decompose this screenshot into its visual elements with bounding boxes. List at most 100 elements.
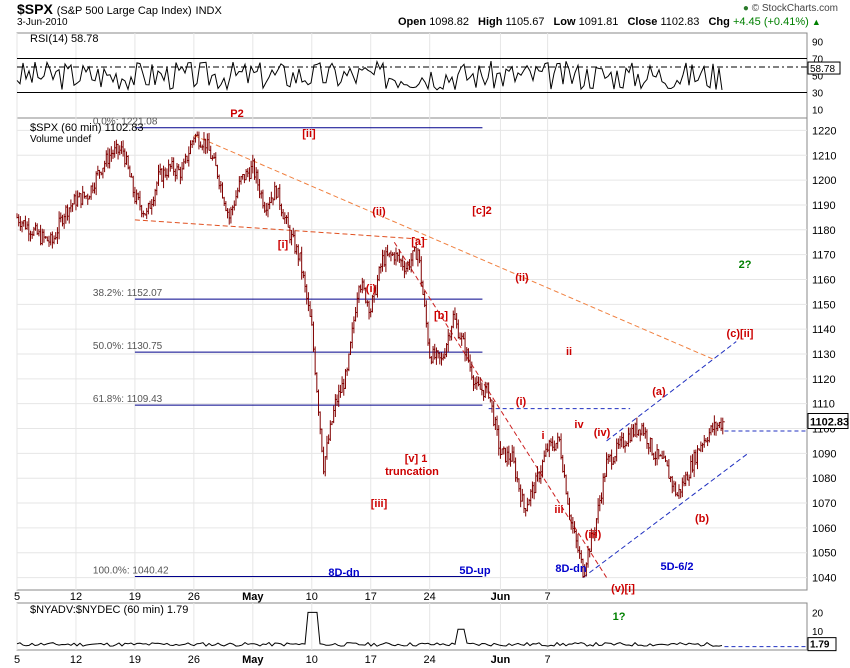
- channel-upper: [606, 341, 737, 442]
- y-tick-label: 1200: [812, 175, 836, 187]
- wave-label: truncation: [385, 466, 439, 478]
- low-value: 1091.81: [578, 16, 619, 28]
- wave-label: 5D-6/2: [660, 561, 693, 573]
- x-tick-label: 5: [14, 591, 20, 603]
- close-label: Close: [627, 16, 658, 28]
- y-tick-label: 1210: [812, 150, 836, 162]
- wave-label: [ii]: [302, 128, 316, 140]
- x-tick-label-lower: 7: [545, 654, 551, 666]
- wave-label: [a]: [411, 236, 425, 248]
- y-tick-label: 1170: [812, 250, 836, 262]
- y-tick-label: 1180: [812, 225, 836, 237]
- x-tick-label: Jun: [491, 591, 511, 603]
- rsi-tick-label: 50: [812, 72, 824, 83]
- fib-label: 61.8%: 1109.43: [93, 394, 163, 405]
- close-value: 1102.83: [660, 16, 700, 28]
- y-tick-label: 1120: [812, 374, 836, 386]
- x-tick-label: 24: [424, 591, 436, 603]
- wave-label: (v)[i]: [611, 583, 635, 595]
- x-tick-label-lower: 17: [365, 654, 377, 666]
- ad-tick-label: 10: [812, 627, 824, 638]
- chg-label: Chg: [708, 16, 730, 28]
- rsi-line: [16, 60, 723, 92]
- fib-label: 50.0%: 1130.75: [93, 341, 163, 352]
- volume-legend: Volume undef: [30, 134, 91, 145]
- x-tick-label: May: [242, 591, 264, 603]
- rsi-tick-label: 90: [812, 38, 824, 49]
- x-tick-label-lower: 19: [129, 654, 141, 666]
- up-triangle-icon: ▲: [811, 17, 821, 27]
- wave-label: 2?: [739, 259, 752, 271]
- wave-label: [i]: [278, 239, 289, 251]
- wave-label: [c]2: [472, 205, 492, 217]
- rsi-tick-label: 70: [812, 55, 824, 66]
- chart-title: $SPX (S&P 500 Large Cap Index) INDX: [17, 1, 222, 17]
- panel-rsi: [16, 32, 808, 119]
- x-tick-label: 10: [306, 591, 318, 603]
- ad-last-label: 1.79: [810, 640, 830, 651]
- y-tick-label: 1220: [812, 125, 836, 137]
- rsi-last-label: 58.78: [810, 64, 835, 75]
- exchange: INDX: [195, 5, 222, 17]
- x-tick-label: 17: [365, 591, 377, 603]
- x-tick-label-lower: 24: [424, 654, 436, 666]
- credit-text: © StockCharts.com: [751, 3, 838, 14]
- y-tick-label: 1190: [812, 200, 836, 212]
- wave-label: iv: [574, 419, 584, 431]
- open-label: Open: [398, 16, 427, 28]
- wave-label: (ii): [372, 206, 386, 218]
- x-tick-label: 26: [188, 591, 200, 603]
- symbol: $SPX: [17, 1, 53, 17]
- wave-label: (i): [516, 396, 527, 408]
- ad-legend: $NYADV:$NYDEC (60 min) 1.79: [30, 604, 188, 616]
- wave-label: 8D-dn: [328, 567, 359, 579]
- low-label: Low: [553, 16, 576, 28]
- panel-ad: [16, 602, 808, 651]
- wave-label: (ii): [515, 272, 529, 284]
- y-tick-label: 1060: [812, 523, 836, 535]
- wave-label: (c)[ii]: [727, 328, 754, 340]
- ad-last-box: [807, 637, 837, 652]
- rsi-tick-label: 10: [812, 106, 824, 117]
- wave-label: 5D-up: [459, 565, 490, 577]
- wave-label: [v] 1: [405, 453, 428, 465]
- wave-label: (a): [652, 386, 666, 398]
- y-tick-label: 1050: [812, 548, 836, 560]
- ad-tick-label: 20: [812, 608, 824, 619]
- wave-label: i: [541, 430, 544, 442]
- channel-lower: [582, 452, 749, 578]
- x-tick-label-lower: 12: [70, 654, 82, 666]
- fib-label: 100.0%: 1040.42: [93, 566, 169, 577]
- x-tick-label-lower: 10: [306, 654, 318, 666]
- credit: ● © StockCharts.com: [743, 3, 838, 14]
- x-tick-label-lower: 26: [188, 654, 200, 666]
- wave-label: iii: [554, 504, 563, 516]
- y-tick-label: 1090: [812, 448, 836, 460]
- wave-label: (i): [366, 283, 377, 295]
- wave-label: (iv): [594, 427, 611, 439]
- main-legend: $SPX (60 min) 1102.83: [30, 122, 144, 134]
- wave-label: P2: [230, 108, 243, 120]
- x-tick-label: 7: [545, 591, 551, 603]
- open-value: 1098.82: [429, 16, 469, 28]
- high-value: 1105.67: [505, 16, 545, 28]
- rsi-legend: RSI(14) 58.78: [30, 33, 98, 45]
- chart-date: 3-Jun-2010: [17, 17, 68, 28]
- y-tick-label: 1160: [812, 274, 836, 286]
- wave-label-green: 1?: [613, 611, 626, 623]
- trend-line-red: [134, 219, 430, 241]
- wave-label: [b]: [434, 310, 448, 322]
- wave-label: (iii): [585, 529, 602, 541]
- y-tick-label: 1130: [812, 349, 836, 361]
- last-price-label: 1102.83: [810, 416, 849, 428]
- x-tick-label: 19: [129, 591, 141, 603]
- x-tick-label-lower: May: [242, 654, 264, 666]
- rsi-tick-label: 30: [812, 89, 824, 100]
- x-tick-label: 12: [70, 591, 82, 603]
- last-price-box: [807, 412, 849, 429]
- index-name: (S&P 500 Large Cap Index): [56, 5, 192, 17]
- trend-line-orange: [193, 134, 713, 360]
- y-tick-label: 1140: [812, 324, 836, 336]
